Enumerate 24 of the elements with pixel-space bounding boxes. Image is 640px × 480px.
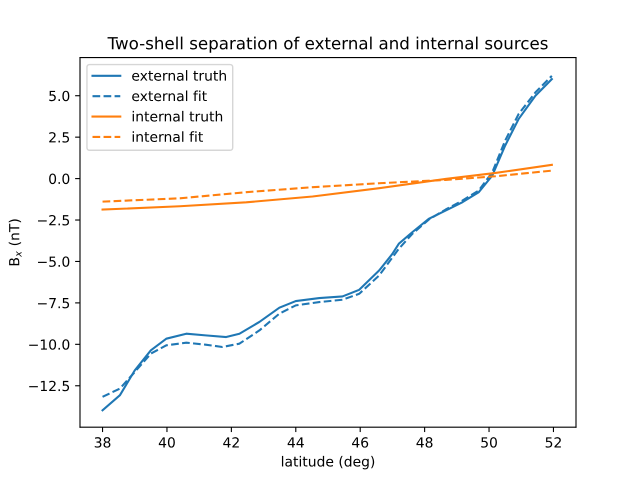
y-tick-label: 0.0 [49,174,70,184]
x-tick-label: 40 [158,437,175,448]
y-tick-label: −5.0 [38,256,70,267]
legend-label: internal truth [132,110,222,122]
y-tick-label: −10.0 [29,339,70,350]
y-tick-label: −2.5 [38,214,70,226]
y-tick-label: 2.5 [49,132,70,143]
y-tick-label: −7.5 [38,298,70,308]
x-tick-label: 52 [546,437,561,448]
y-tick-label: 5.0 [49,90,70,102]
line-series [102,164,553,211]
y-axis-title: B$_{x}$ (nT) [8,219,22,266]
x-tick-label: 44 [288,437,304,448]
x-tick-label: 48 [416,437,433,448]
chart-title: Two-shell separation of external and internal sources [108,36,548,53]
x-tick-label: 46 [352,437,368,448]
legend-label: internal fit [132,131,203,142]
x-axis-title: latitude (deg) [282,456,374,470]
x-tick-label: 42 [223,437,239,448]
x-tick-label: 50 [481,437,497,448]
x-tick-label: 38 [94,437,110,448]
legend-label: external fit [132,90,207,102]
legend-label: external truth [132,70,226,81]
y-tick-label: −12.5 [29,380,70,392]
